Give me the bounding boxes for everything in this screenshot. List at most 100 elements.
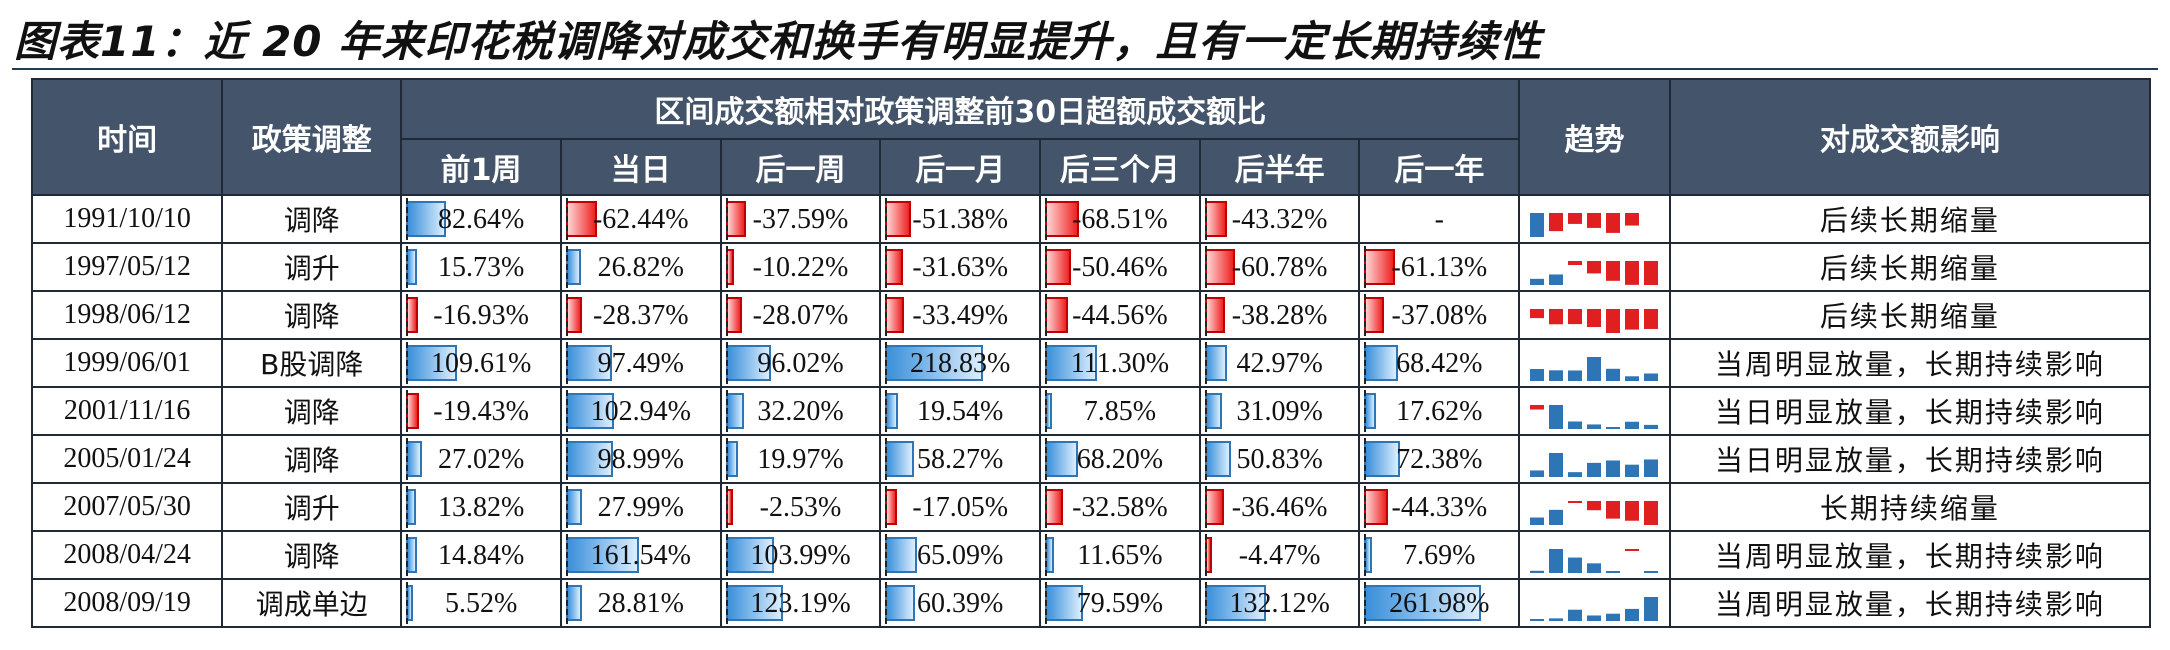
ratio-cell: 68.42% [1358,338,1521,388]
date-cell: 2001/11/16 [30,386,224,436]
date-cell: 2007/05/30 [30,482,224,532]
bar-axis [1045,294,1048,336]
sparkline-bar-negative [1606,213,1621,233]
sparkline-bar-negative [1530,405,1545,410]
header-period: 后一月 [879,138,1042,196]
positive-data-bar [1204,441,1231,477]
ratio-cell: -68.51% [1039,194,1201,244]
bar-axis [1364,294,1367,336]
ratio-cell: 15.73% [400,242,562,292]
negative-data-bar [725,297,742,333]
sparkline-bar-positive [1644,459,1659,477]
title-divider [12,68,2158,70]
bar-axis [1364,486,1367,528]
ratio-cell: -44.56% [1039,290,1201,340]
ratio-cell: 132.12% [1198,578,1361,628]
sparkline-bar-positive [1568,557,1583,573]
positive-data-bar [885,585,916,621]
date-cell: 2008/09/19 [30,578,224,628]
ratio-value: -28.37% [592,300,689,331]
bar-axis [565,246,568,288]
negative-data-bar [885,249,903,285]
ratio-value: 7.85% [1083,396,1157,427]
ratio-cell: 11.65% [1039,530,1201,580]
trend-cell [1518,578,1671,628]
header-period: 后一周 [719,138,882,196]
ratio-cell: -36.46% [1198,482,1361,532]
bar-axis [1045,390,1048,432]
bar-axis [565,486,568,528]
bar-axis [1204,198,1207,240]
ratio-value: 109.61% [430,348,532,379]
ratio-value: 97.49% [597,348,684,379]
ratio-value: 27.99% [597,492,684,523]
ratio-value: 42.97% [1236,348,1323,379]
sparkline-bar-positive [1568,472,1583,477]
ratio-cell: 103.99% [719,530,882,580]
ratio-value: -10.22% [752,252,849,283]
positive-data-bar [725,393,744,429]
negative-data-bar [1045,489,1064,525]
ratio-value: 65.09% [917,540,1004,571]
sparkline-bar-negative [1644,309,1659,329]
bar-axis [885,582,888,624]
positive-data-bar [406,201,446,237]
ratio-value: 19.97% [757,444,844,475]
ratio-value: 58.27% [917,444,1004,475]
impact-cell: 后续长期缩量 [1668,242,2152,292]
ratio-value: 111.30% [1070,348,1170,379]
positive-data-bar [1204,585,1266,621]
bar-axis [1364,534,1367,576]
sparkline-bar-positive [1606,368,1621,381]
sparkline-bar-negative [1568,501,1583,503]
bar-axis [565,582,568,624]
positive-data-bar [725,537,775,573]
sparkline-bar-negative [1568,261,1583,266]
bar-axis [406,534,409,576]
sparkline-bar-negative [1587,261,1602,274]
sparkline-bar-positive [1644,424,1659,429]
policy-cell: 调降 [221,434,403,484]
ratio-value: -31.63% [912,252,1009,283]
sparkline-bar-positive [1587,424,1602,429]
ratio-cell: 218.83% [879,338,1042,388]
sparkline-bar-positive [1549,549,1564,573]
bar-axis [1364,342,1367,384]
ratio-value: 15.73% [437,252,525,283]
negative-data-bar [1204,249,1235,285]
ratio-cell: -43.32% [1198,194,1361,244]
ratio-cell: 32.20% [719,386,882,436]
negative-data-bar [1045,249,1071,285]
sparkline-bar-positive [1530,213,1545,237]
table-row: 1999/06/01 B股调降 109.61% 97.49% 96.02% 218.83%… [30,338,2152,388]
sparkline-bar-negative [1625,501,1640,521]
sparkline-bar-positive [1530,570,1545,573]
positive-data-bar [1204,393,1223,429]
bar-axis [885,486,888,528]
sparkline-bar-positive [1530,278,1545,285]
sparkline-bar-positive [1568,609,1583,621]
sparkline-bar-negative [1568,309,1583,325]
ratio-value: -50.46% [1072,252,1168,283]
trend-cell [1518,434,1671,484]
ratio-value: -37.59% [752,204,849,235]
ratio-cell: -28.07% [719,290,882,340]
bar-axis [406,390,409,432]
ratio-cell: 26.82% [559,242,722,292]
sparkline-bar-negative [1530,309,1545,319]
positive-data-bar [565,489,582,525]
trend-sparkline [1530,405,1659,429]
sparkline-bar-negative [1625,213,1640,226]
positive-data-bar [1364,441,1400,477]
sparkline-bar-positive [1587,563,1602,573]
ratio-cell: 27.02% [400,434,562,484]
sparkline-bar-positive [1644,571,1659,573]
positive-data-bar [565,585,583,621]
ratio-value: 98.99% [597,444,684,475]
ratio-value: 31.09% [1236,396,1323,427]
negative-data-bar [885,201,912,237]
bar-axis [1204,390,1207,432]
ratio-cell: -38.28% [1198,290,1361,340]
bar-axis [885,390,888,432]
bar-axis [725,246,728,288]
